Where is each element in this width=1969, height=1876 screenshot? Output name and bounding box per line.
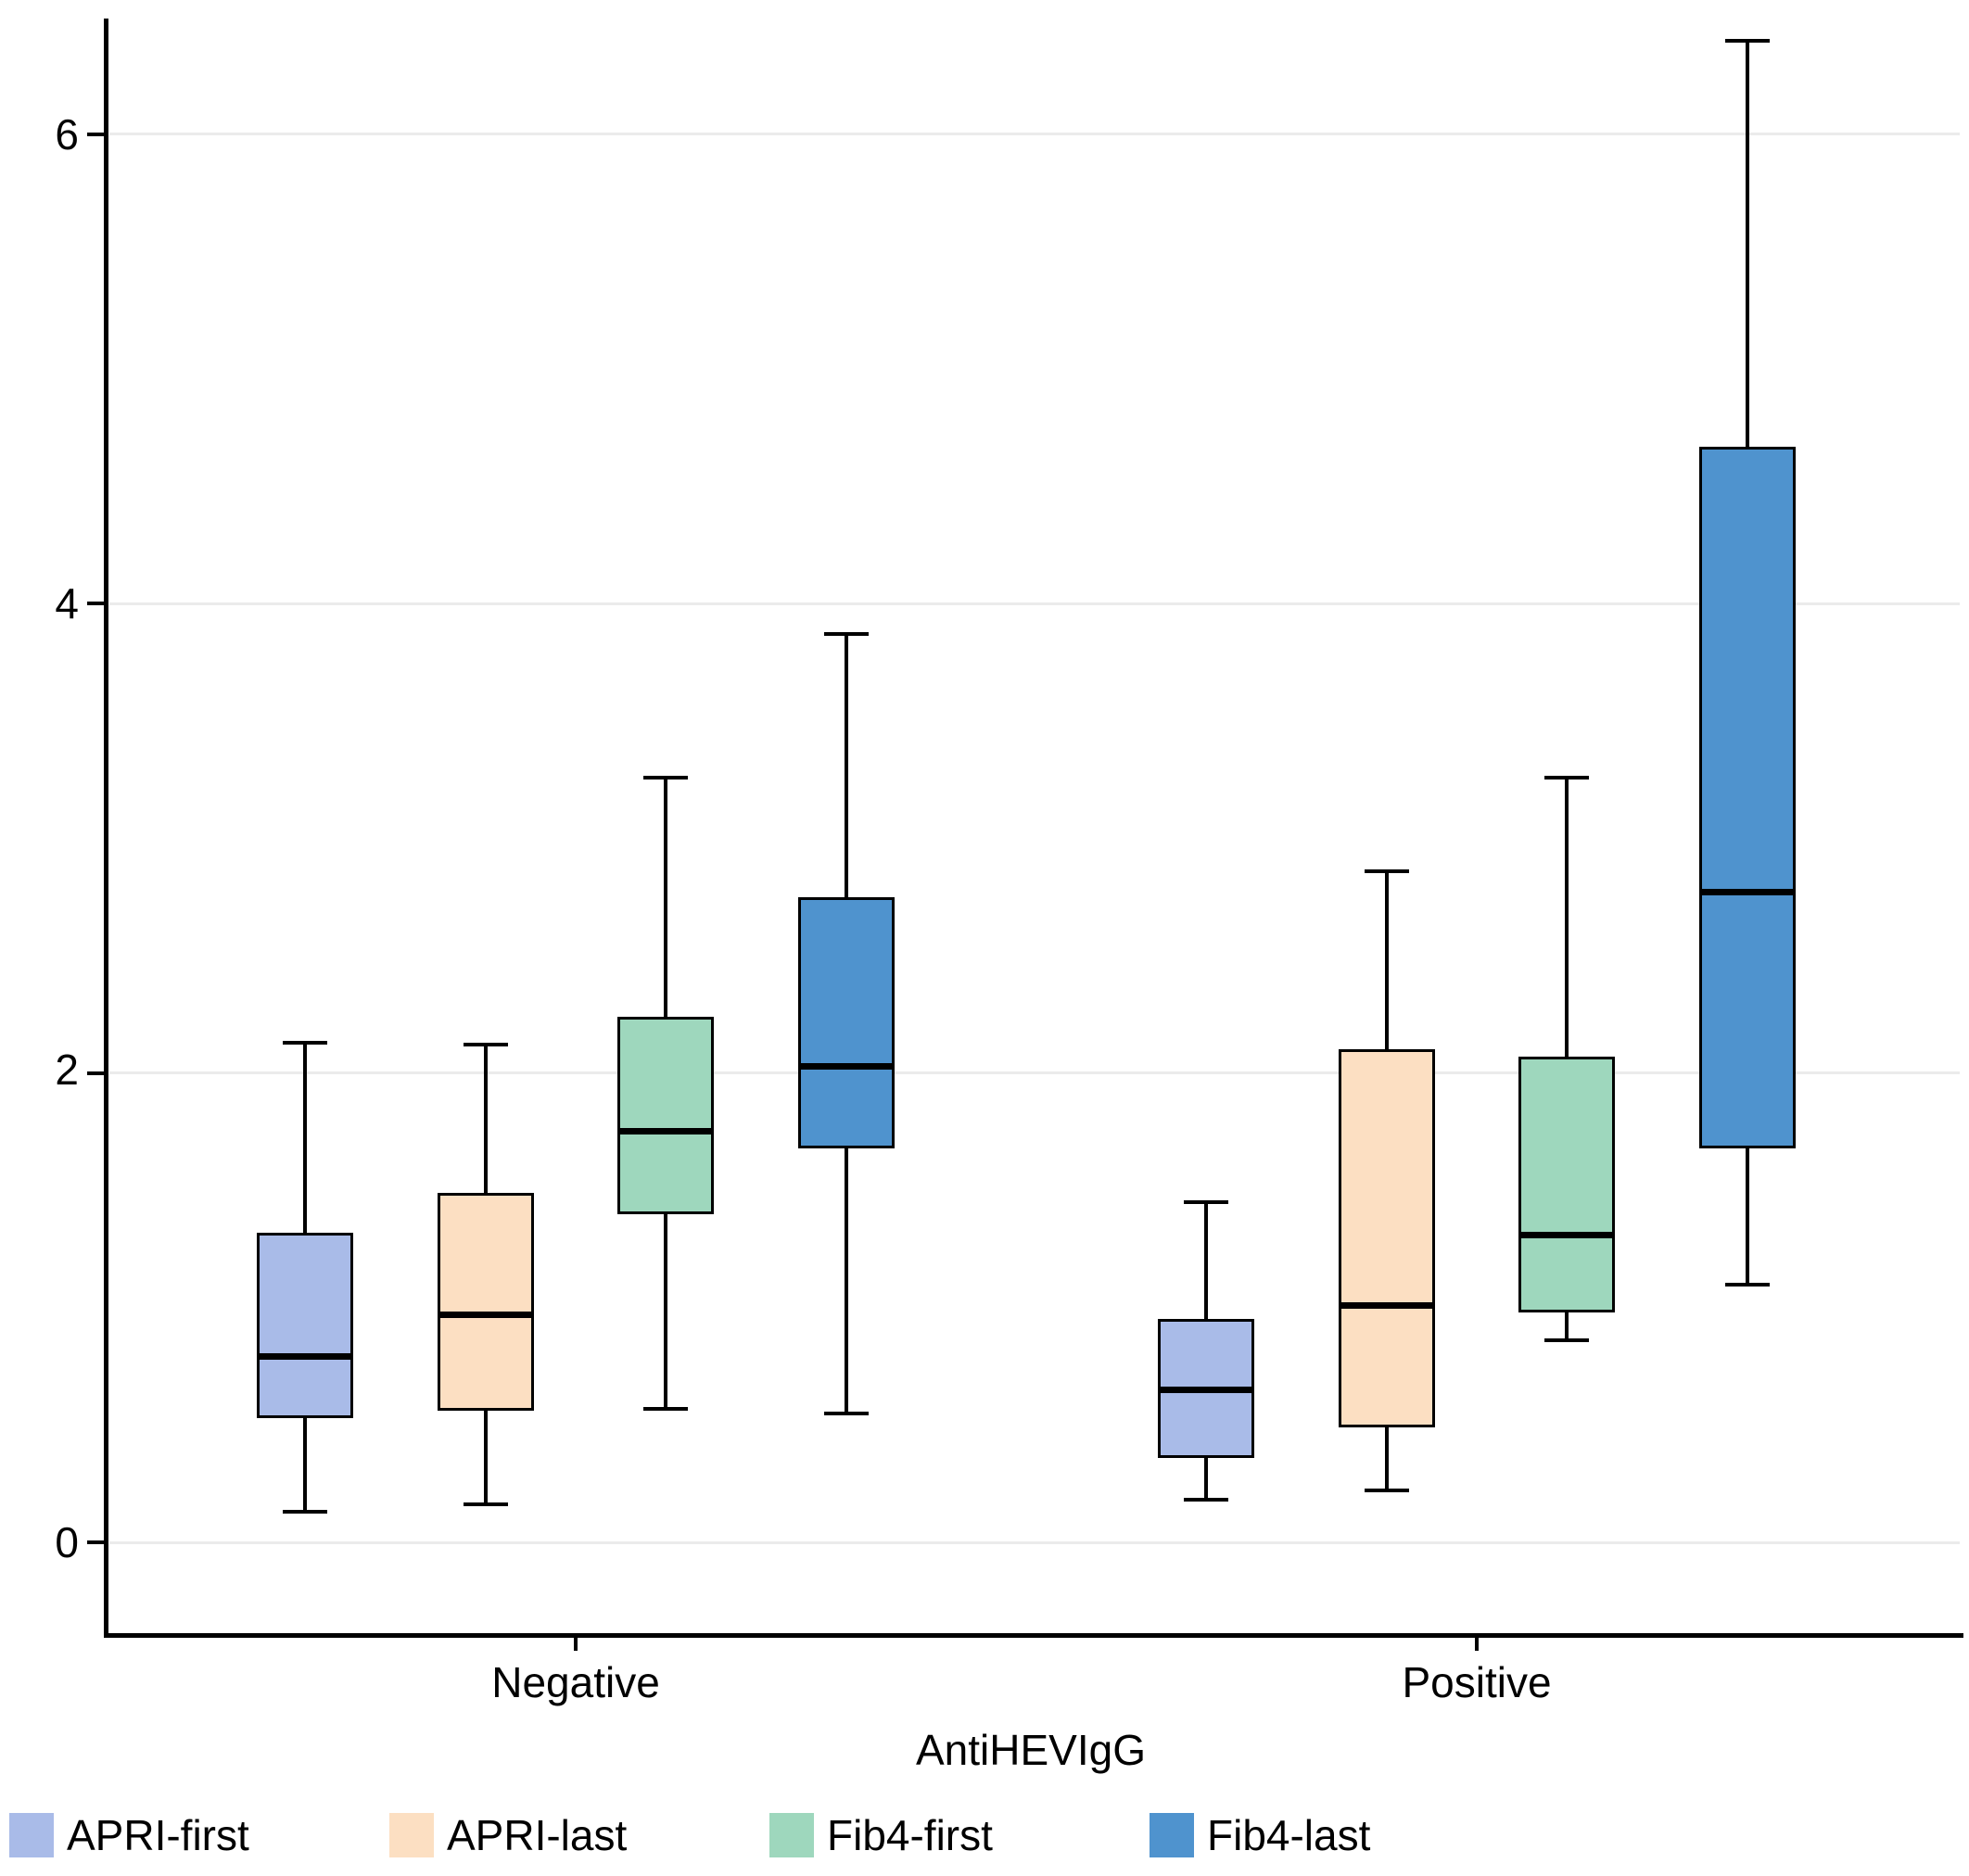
whisker-cap-max-fib4-first-positive	[1544, 775, 1590, 780]
y-tick-mark-6	[87, 132, 104, 136]
whisker-cap-min-fib4-first-negative	[643, 1406, 689, 1411]
whisker-cap-max-apri-last-negative	[463, 1043, 508, 1047]
whisker-cap-max-fib4-last-negative	[824, 632, 870, 637]
x-tick-label-positive: Positive	[1402, 1658, 1552, 1706]
legend-item-fib4-first: Fib4-first	[769, 1813, 993, 1857]
whisker-cap-min-apri-last-positive	[1364, 1489, 1409, 1493]
legend-label-fib4-last: Fib4-last	[1207, 1811, 1371, 1859]
legend-item-apri-last: APRI-last	[389, 1813, 627, 1857]
y-axis-line	[104, 19, 108, 1637]
whisker-cap-min-fib4-last-negative	[824, 1411, 870, 1415]
gridline-y-0	[109, 1540, 1960, 1544]
y-tick-mark-2	[87, 1071, 104, 1075]
median-line-fib4-first-positive	[1518, 1231, 1616, 1238]
y-tick-label-4: 4	[55, 579, 79, 627]
gridline-y-6	[109, 133, 1960, 136]
median-line-fib4-last-positive	[1699, 889, 1797, 896]
whisker-cap-min-apri-first-positive	[1183, 1498, 1228, 1502]
box-apri-first-negative	[256, 1232, 353, 1418]
x-tick-mark-positive	[1475, 1638, 1479, 1651]
y-tick-label-0: 0	[55, 1518, 79, 1566]
box-apri-last-positive	[1338, 1049, 1435, 1427]
box-fib4-first-positive	[1518, 1056, 1616, 1312]
whisker-cap-min-apri-first-negative	[282, 1510, 327, 1515]
whisker-cap-max-fib4-last-positive	[1725, 38, 1771, 43]
gridline-y-4	[109, 602, 1960, 605]
x-tick-mark-negative	[574, 1638, 578, 1651]
whisker-cap-min-fib4-first-positive	[1544, 1338, 1590, 1343]
x-axis-line	[104, 1633, 1963, 1638]
box-fib4-first-negative	[617, 1016, 715, 1214]
whisker-cap-max-apri-first-positive	[1183, 1199, 1228, 1204]
legend-item-apri-first: APRI-first	[9, 1813, 249, 1857]
legend-label-fib4-first: Fib4-first	[827, 1811, 993, 1859]
median-line-apri-last-positive	[1338, 1301, 1435, 1309]
x-axis-title: AntiHEVIgG	[916, 1726, 1146, 1774]
gridline-y-2	[109, 1071, 1960, 1075]
median-line-apri-first-negative	[256, 1353, 353, 1361]
median-line-fib4-first-negative	[617, 1128, 715, 1135]
box-fib4-last-positive	[1699, 446, 1797, 1148]
y-tick-label-2: 2	[55, 1046, 79, 1094]
box-apri-last-negative	[437, 1192, 534, 1412]
box-fib4-last-negative	[798, 896, 896, 1148]
median-line-apri-first-positive	[1157, 1386, 1254, 1393]
y-tick-mark-0	[87, 1540, 104, 1544]
legend-swatch-apri-first	[9, 1813, 54, 1857]
median-line-fib4-last-negative	[798, 1062, 896, 1070]
legend-label-apri-first: APRI-first	[67, 1811, 249, 1859]
median-line-apri-last-negative	[437, 1311, 534, 1318]
whisker-cap-min-apri-last-negative	[463, 1502, 508, 1507]
legend-swatch-apri-last	[389, 1813, 434, 1857]
y-tick-label-6: 6	[55, 110, 79, 158]
whisker-cap-max-apri-last-positive	[1364, 868, 1409, 873]
whisker-cap-max-fib4-first-negative	[643, 775, 689, 780]
whisker-cap-min-fib4-last-positive	[1725, 1282, 1771, 1287]
legend-label-apri-last: APRI-last	[447, 1811, 628, 1859]
legend-item-fib4-last: Fib4-last	[1150, 1813, 1370, 1857]
y-tick-mark-4	[87, 602, 104, 606]
x-tick-label-negative: Negative	[491, 1658, 660, 1706]
legend-swatch-fib4-last	[1150, 1813, 1194, 1857]
whisker-cap-max-apri-first-negative	[282, 1040, 327, 1045]
legend-swatch-fib4-first	[769, 1813, 814, 1857]
